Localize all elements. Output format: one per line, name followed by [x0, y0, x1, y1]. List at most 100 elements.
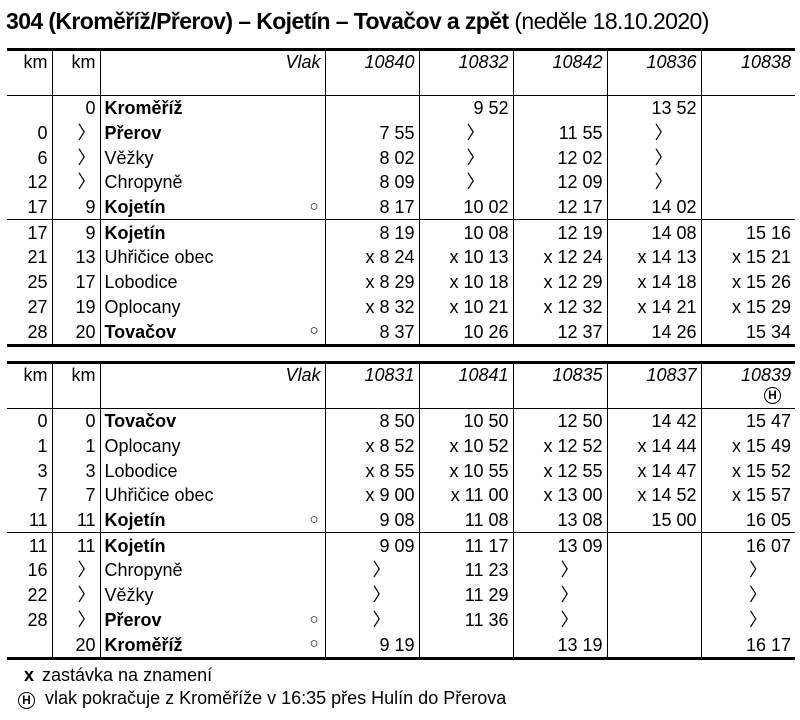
train-number: 10842 [512, 49, 607, 96]
table-row: 3 3 Lobodice x 8 55 x 10 55 x 12 55 x 14 47 x 1… [7, 458, 795, 484]
km-cell: 1 [51, 433, 100, 459]
time-cell: 8 37 [324, 319, 419, 346]
station-name: Věžky [104, 147, 154, 168]
km-cell: 7 [51, 483, 100, 508]
km-cell: 3 [37, 460, 48, 481]
time-cell: 15 00 [606, 507, 701, 533]
km-cell: 21 [27, 247, 48, 268]
time-cell: x 15 26 [700, 269, 795, 295]
station-name: Tovačov [104, 411, 177, 432]
km-cell: 6 [37, 147, 48, 168]
time-cell: x 12 52 [512, 433, 607, 459]
table-row: 7 7 Uhřičice obec x 9 00 x 11 00 x 13 00 x 14 … [7, 483, 795, 508]
station-name: Oplocany [104, 296, 181, 317]
circle-icon: ○ [309, 322, 319, 340]
time-cell: 12 09 [512, 170, 607, 195]
km-cell: 20 [51, 319, 100, 346]
km-cell: 11 [28, 510, 48, 531]
timetable-return: km km Vlak 10831 10841 10835 10837 10839 H 0 0 Tova… [7, 361, 795, 660]
time-cell: x 12 24 [512, 245, 607, 270]
station-cell: Oplocany [99, 294, 325, 320]
time-cell: 13 19 [512, 632, 607, 659]
table-row: 17 9 Kojetín 8 19 10 08 12 19 14 08 15 16 [7, 219, 795, 246]
time-cell: 11 55 [512, 120, 607, 146]
station-name: Oplocany [104, 436, 181, 457]
time-cell: 12 37 [512, 319, 607, 346]
time-cell [700, 120, 795, 146]
table-row: 21 13 Uhřičice obec x 8 24 x 10 13 x 12 24 x 1… [7, 245, 795, 270]
time-cell [606, 582, 701, 608]
station-name: Kojetín [104, 222, 166, 243]
station-name: Lobodice [104, 272, 178, 293]
time-cell: 11 17 [418, 532, 513, 559]
table-row: 27 19 Oplocany x 8 32 x 10 21 x 12 32 x 14 21 x… [7, 294, 795, 320]
km-cell: 11 [7, 532, 52, 559]
km-cell: 7 [37, 485, 48, 506]
time-cell: x 13 00 [512, 483, 607, 508]
title-date: (neděle 18.10.2020) [514, 8, 709, 34]
km-cell: 12 [27, 172, 48, 193]
train-number: 10840 [324, 49, 419, 96]
legend-text: vlak pokračuje z Kroměříže v 16:35 přes … [45, 688, 507, 708]
time-cell: 〉 [700, 582, 795, 608]
legend: x zastávka na znamení H vlak pokračuje z … [18, 664, 507, 710]
station-cell: Lobodice [99, 269, 325, 295]
time-cell: x 8 55 [324, 458, 419, 484]
station-cell: Tovačov [99, 408, 325, 434]
title-main: 304 (Kroměříž/Přerov) – Kojetín – Tovačo… [6, 8, 509, 34]
h-circle-icon: H [764, 387, 781, 404]
time-cell: x 10 13 [418, 245, 513, 270]
train-number: 10841 [418, 362, 513, 409]
station-name: Tovačov [104, 321, 177, 342]
station-name: Uhřičice obec [104, 247, 214, 268]
time-cell: x 8 29 [324, 269, 419, 295]
time-cell [700, 95, 795, 121]
time-cell: 10 02 [418, 194, 513, 220]
station-name: Kroměříž [104, 634, 183, 655]
time-cell: 16 17 [700, 632, 795, 659]
km-cell [7, 96, 52, 121]
time-cell [512, 95, 607, 121]
time-cell: 8 50 [324, 408, 419, 434]
station-cell: Chropyně [99, 170, 325, 195]
time-cell: x 8 32 [324, 294, 419, 320]
station-cell: Věžky [99, 582, 325, 608]
time-cell: 〉 [606, 120, 701, 146]
time-cell: 11 08 [418, 507, 513, 533]
station-cell: Kroměříž ○ [99, 632, 325, 659]
circle-icon: ○ [309, 197, 319, 215]
time-cell: 11 23 [418, 558, 513, 583]
station-name: Kojetín [104, 510, 166, 531]
time-cell: x 12 29 [512, 269, 607, 295]
km-cell: 11 [51, 507, 100, 533]
header-row: km km Vlak 10840 10832 10842 10836 10838 [7, 49, 795, 96]
time-cell: x 8 52 [324, 433, 419, 459]
time-cell: 〉 [324, 558, 419, 583]
table-row: 17 9 Kojetín ○ 8 17 10 02 12 17 14 02 [7, 194, 795, 220]
table-row: 28 〉 Přerov ○ 〉 11 36 〉〉 [7, 607, 795, 633]
station-cell: Přerov ○ [99, 607, 325, 633]
time-cell: 〉 [418, 170, 513, 195]
time-cell: 〉 [700, 607, 795, 633]
station-cell: Přerov [99, 120, 325, 146]
station-name: Kojetín [104, 535, 166, 556]
time-cell: x 15 21 [700, 245, 795, 270]
time-cell: 13 09 [512, 532, 607, 559]
train-number: 10836 [606, 49, 701, 96]
time-cell: x 14 47 [606, 458, 701, 484]
time-cell [606, 558, 701, 583]
time-cell: 10 50 [418, 408, 513, 434]
time-cell: 8 02 [324, 145, 419, 171]
time-cell: 13 52 [606, 95, 701, 121]
km-cell: 28 [27, 609, 48, 630]
time-cell: 9 08 [324, 507, 419, 533]
table-row: 0 0 Tovačov 8 50 10 50 12 50 14 42 15 47 [7, 408, 795, 434]
time-cell: x 10 21 [418, 294, 513, 320]
km-cell: 〉 [51, 170, 100, 195]
km-cell: 28 [27, 321, 48, 342]
station-cell: Tovačov ○ [99, 319, 325, 346]
time-cell [606, 607, 701, 633]
table-row: 28 20 Tovačov ○ 8 37 10 26 12 37 14 26 15 34 [7, 319, 795, 346]
km-cell: 16 [27, 560, 48, 581]
time-cell: 15 16 [700, 219, 795, 246]
